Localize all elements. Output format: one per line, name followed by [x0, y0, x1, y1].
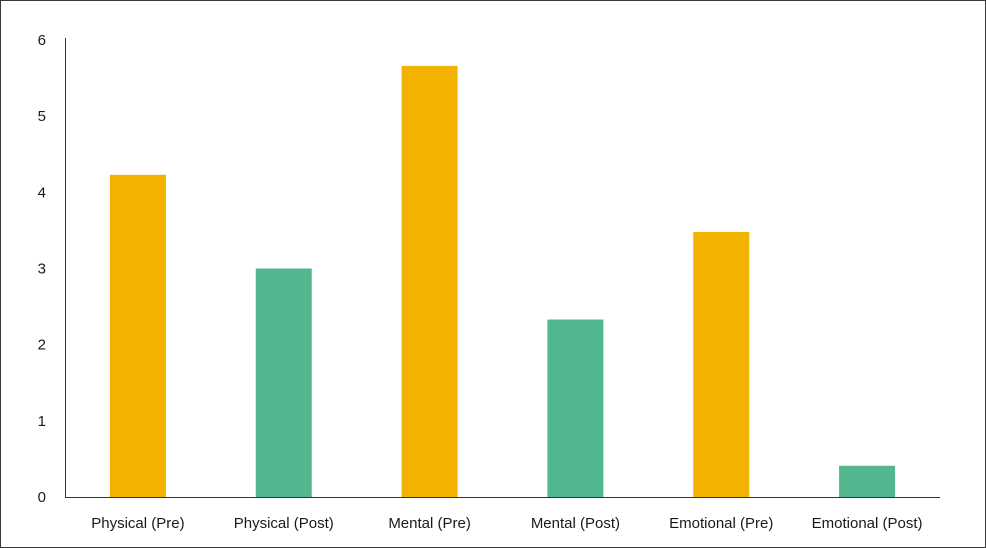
x-category-label: Mental (Post) — [531, 515, 620, 532]
x-category-label: Emotional (Post) — [812, 515, 923, 532]
y-tick-label: 0 — [38, 489, 46, 506]
x-axis-labels: Physical (Pre) Physical (Post) Mental (Pre… — [91, 515, 922, 532]
y-tick-label: 5 — [38, 108, 46, 125]
x-category-label: Mental (Pre) — [388, 515, 471, 532]
bar — [109, 174, 166, 497]
y-tick-label: 4 — [38, 184, 46, 201]
bar — [401, 65, 458, 497]
bar — [547, 319, 604, 497]
bar — [255, 268, 312, 497]
y-tick-label: 3 — [38, 261, 46, 278]
x-category-label: Physical (Post) — [234, 515, 334, 532]
y-tick-label: 2 — [38, 337, 46, 354]
y-tick-label: 6 — [38, 32, 46, 49]
x-category-label: Emotional (Pre) — [669, 515, 773, 532]
x-category-label: Physical (Pre) — [91, 515, 184, 532]
y-tick-label: 1 — [38, 413, 46, 430]
bars — [109, 65, 896, 497]
bar — [693, 231, 750, 497]
bar — [839, 465, 896, 497]
y-axis-ticks: 0 1 2 3 4 5 6 — [38, 32, 46, 506]
